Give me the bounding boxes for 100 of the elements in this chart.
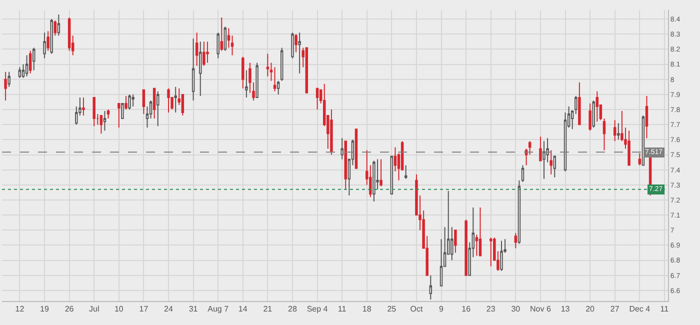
candlestick	[132, 94, 134, 107]
x-tick-label: 30	[511, 304, 521, 314]
candlestick	[518, 180, 521, 244]
x-tick-label: 11	[338, 304, 347, 314]
candlestick	[340, 138, 344, 160]
candlestick	[43, 32, 46, 59]
candlestick	[192, 38, 195, 101]
candlestick	[588, 102, 592, 132]
candlestick	[46, 30, 50, 52]
x-tick-label: 28	[288, 304, 298, 314]
x-tick-label: Sep 4	[306, 304, 328, 314]
x-tick-label: Dec 4	[629, 304, 651, 314]
x-tick-label: 11	[660, 304, 670, 314]
x-tick-label: 12	[15, 304, 25, 314]
candlestick	[638, 152, 642, 166]
candlestick	[230, 35, 234, 56]
candlestick	[380, 158, 382, 187]
x-tick-label: 20	[586, 304, 596, 314]
candlestick	[617, 122, 620, 140]
candlestick	[32, 47, 36, 71]
candlestick	[354, 128, 358, 169]
x-tick-label: 13	[560, 304, 570, 314]
candlestick	[227, 28, 230, 48]
candlestick	[344, 140, 347, 190]
candlestick	[124, 95, 128, 110]
candlestick	[454, 230, 457, 254]
candlestick	[550, 150, 552, 175]
candlestick	[330, 109, 333, 156]
candlestick	[57, 14, 60, 36]
candlestick	[542, 140, 546, 180]
x-tick-label: 27	[610, 304, 620, 314]
candlestick	[291, 32, 294, 59]
candlestick	[553, 156, 556, 178]
candlestick	[202, 41, 206, 66]
candlestick	[305, 47, 308, 94]
candlestick	[570, 110, 574, 130]
candlestick	[596, 90, 599, 122]
candlestick	[216, 32, 220, 59]
candlestick	[242, 56, 244, 89]
candlestick	[524, 148, 528, 166]
candlestick	[142, 89, 146, 115]
x-tick-label: 26	[64, 304, 74, 314]
candlestick	[528, 140, 532, 156]
candlestick	[92, 96, 96, 127]
candlestick	[167, 88, 170, 114]
candlestick	[199, 41, 202, 96]
x-tick-label: 10	[114, 304, 124, 314]
candlestick	[82, 96, 85, 116]
candlestick	[118, 102, 120, 128]
candlestick	[628, 130, 630, 166]
x-tick-label: 18	[362, 304, 372, 314]
candlestick	[206, 41, 209, 64]
x-tick-label: Oct	[410, 304, 424, 314]
candlestick	[224, 26, 227, 52]
candlestick	[100, 115, 103, 134]
x-tick-label: Aug 7	[208, 304, 230, 314]
candlestick	[266, 53, 270, 77]
candlestick	[4, 71, 7, 101]
candlestick	[174, 86, 177, 114]
candlestick	[429, 274, 432, 300]
candlestick	[613, 120, 616, 142]
x-tick-label: 19	[40, 304, 50, 314]
candlestick	[54, 20, 57, 36]
x-tick-label: 9	[439, 304, 444, 314]
candlestick	[478, 207, 482, 256]
candlestick	[103, 110, 106, 132]
candlestick	[273, 66, 276, 92]
candlestick	[276, 80, 280, 95]
candlestick	[539, 136, 542, 162]
x-tick-label: 24	[164, 304, 174, 314]
candlestick	[50, 18, 53, 54]
candlestick	[404, 164, 408, 180]
candlestick	[152, 88, 156, 120]
candlestick	[464, 219, 468, 276]
candlestick	[156, 90, 160, 127]
candlestick	[500, 240, 503, 272]
x-tick-label: 21	[263, 304, 273, 314]
candlestick	[106, 109, 110, 120]
candlestick	[578, 82, 581, 126]
x-tick-label: 17	[139, 304, 149, 314]
x-tick-label: 14	[238, 304, 248, 314]
candlestick	[574, 95, 578, 115]
candlestick	[280, 47, 284, 82]
x-tick-label: Jul	[88, 304, 100, 314]
candlestick	[28, 50, 32, 74]
candlestick	[592, 100, 595, 128]
candlestick	[645, 95, 648, 139]
candlestick	[128, 94, 131, 110]
candlestick	[68, 17, 71, 52]
candlestick	[25, 54, 28, 77]
candlestick	[256, 62, 258, 98]
candlestick	[195, 32, 198, 66]
candlestick	[18, 66, 22, 78]
candlestick	[298, 32, 301, 74]
candlestick	[490, 237, 492, 267]
candlestick	[294, 34, 298, 53]
candlestick	[121, 102, 124, 120]
x-tick-label: Nov 6	[530, 304, 552, 314]
candlestick	[390, 156, 394, 194]
x-tick-label: 23	[486, 304, 496, 314]
